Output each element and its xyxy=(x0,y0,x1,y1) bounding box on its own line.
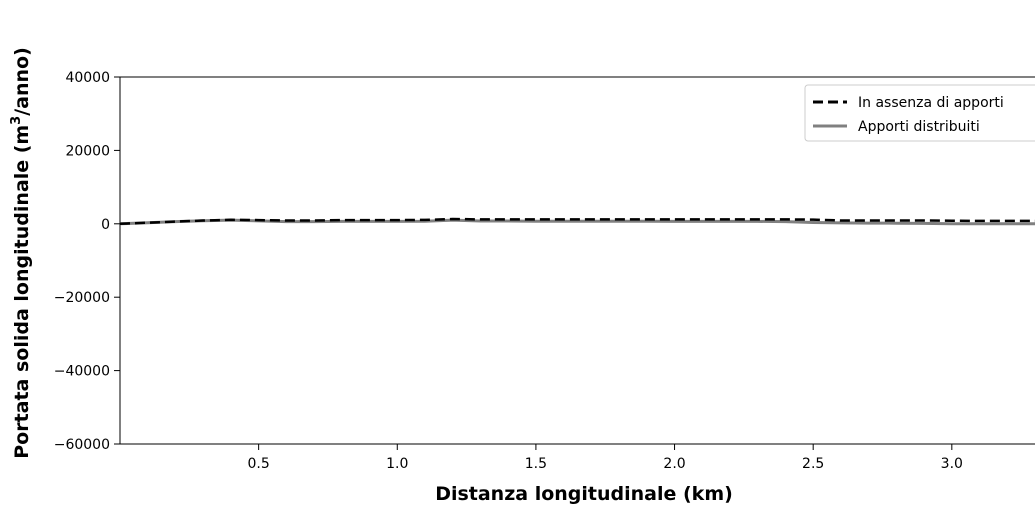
y-axis-title: Portata solida longitudinale (m3/anno) xyxy=(9,47,33,459)
y-axis-title-main: Portata solida longitudinale (m xyxy=(11,125,33,459)
plot-area xyxy=(119,76,1035,445)
x-tick-label: 0.5 xyxy=(248,456,270,472)
y-tick-label: 40000 xyxy=(65,70,110,86)
x-tick-label: 3.0 xyxy=(941,456,963,472)
y-tick-label: −40000 xyxy=(54,364,110,380)
legend-box xyxy=(804,84,1035,142)
x-axis-title: Distanza longitudinale (km) xyxy=(435,483,733,505)
x-tick-label: 1.0 xyxy=(386,456,408,472)
y-axis-title-superscript: 3 xyxy=(9,116,24,125)
legend-label-0: In assenza di apporti xyxy=(858,95,1004,111)
y-axis: 40000 20000 0 −20000 −40000 −60000 xyxy=(54,70,120,453)
x-tick-label: 2.5 xyxy=(802,456,824,472)
legend: In assenza di apporti Apporti distribuit… xyxy=(804,84,1035,142)
series-line-in-assenza-di-apporti xyxy=(119,217,1035,226)
y-tick-label: 0 xyxy=(101,217,110,233)
x-axis: 0.5 1.0 1.5 2.0 2.5 3.0 xyxy=(248,444,963,472)
y-tick-label: −20000 xyxy=(54,290,110,306)
x-tick-label: 2.0 xyxy=(663,456,685,472)
series-layer xyxy=(119,217,1035,226)
x-tick-label: 1.5 xyxy=(525,456,547,472)
legend-label-1: Apporti distribuiti xyxy=(858,119,980,135)
y-tick-label: −60000 xyxy=(54,437,110,453)
y-axis-title-tail: /anno) xyxy=(11,47,33,116)
y-tick-label: 20000 xyxy=(65,143,110,159)
